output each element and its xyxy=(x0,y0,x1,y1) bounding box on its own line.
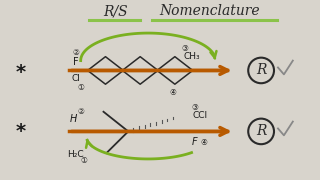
Text: H: H xyxy=(70,114,77,124)
Text: F: F xyxy=(192,137,197,147)
Text: Cl: Cl xyxy=(71,74,80,83)
Text: Nomenclature: Nomenclature xyxy=(159,4,260,18)
Text: ②: ② xyxy=(77,107,84,116)
Text: CH₃: CH₃ xyxy=(183,52,200,61)
Text: ③: ③ xyxy=(181,44,188,53)
Text: ①: ① xyxy=(80,156,87,165)
Text: F: F xyxy=(73,57,78,67)
Text: *: * xyxy=(16,63,26,82)
Text: R: R xyxy=(256,63,266,77)
Text: ②: ② xyxy=(72,48,79,57)
Text: ③: ③ xyxy=(191,103,198,112)
Text: ④: ④ xyxy=(200,138,207,147)
Text: CCl: CCl xyxy=(192,111,207,120)
Text: ④: ④ xyxy=(170,88,176,97)
Text: ①: ① xyxy=(77,83,84,92)
Text: *: * xyxy=(16,122,26,141)
Text: R/S: R/S xyxy=(103,4,128,18)
Text: R: R xyxy=(256,124,266,138)
Text: H₂C: H₂C xyxy=(68,150,84,159)
